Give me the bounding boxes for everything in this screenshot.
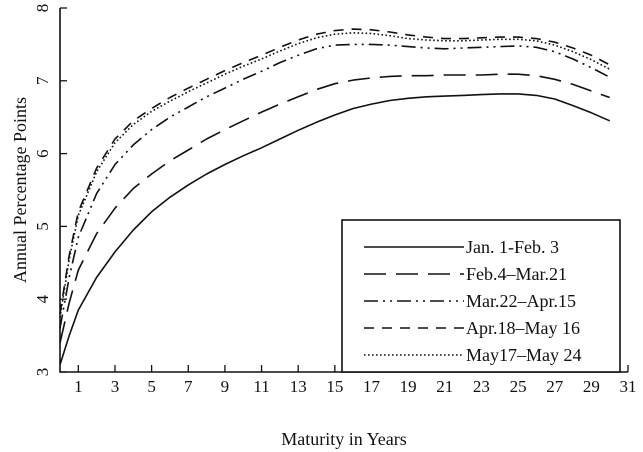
x-tick-label: 21 [436,377,453,396]
x-tick-label: 9 [221,377,230,396]
y-tick-label: 8 [33,4,52,13]
x-tick-label: 13 [290,377,307,396]
y-axis-title: Annual Percentage Points [10,97,30,283]
y-tick-label: 7 [33,76,52,85]
x-axis-title: Maturity in Years [281,429,407,449]
legend-label: Feb.4–Mar.21 [466,264,567,284]
series-line-3 [59,43,611,329]
x-tick-label: 15 [326,377,343,396]
x-tick-label: 1 [74,377,83,396]
y-tick-label: 6 [33,149,52,158]
x-tick-label: 17 [363,377,381,396]
series-line-2 [59,73,610,344]
y-tick-label: 3 [33,368,52,377]
x-tick-label: 27 [546,377,564,396]
x-tick-label: 7 [184,377,193,396]
y-tick-label: 4 [33,294,52,303]
series-layer [59,28,611,365]
x-tick-label: 29 [583,377,600,396]
y-tick-label: 5 [33,222,52,231]
legend-label: Apr.18–May 16 [466,318,580,338]
x-tick-label: 19 [400,377,417,396]
x-tick-label: 25 [510,377,527,396]
series-line-4 [59,28,611,314]
x-tick-label: 11 [253,377,269,396]
x-tick-label: 31 [620,377,637,396]
x-tick-label: 23 [473,377,490,396]
legend-label: Jan. 1-Feb. 3 [466,237,559,257]
legend-label: Mar.22–Apr.15 [466,291,576,311]
x-tick-label: 3 [111,377,120,396]
legend-label: May17–May 24 [466,345,582,365]
x-tick-label: 5 [147,377,156,396]
legend-box [341,219,621,373]
series-line-1 [59,93,611,365]
legend: Jan. 1-Feb. 3 Feb.4–Mar.21 Mar.22–Apr.15 Ap… [341,219,621,373]
